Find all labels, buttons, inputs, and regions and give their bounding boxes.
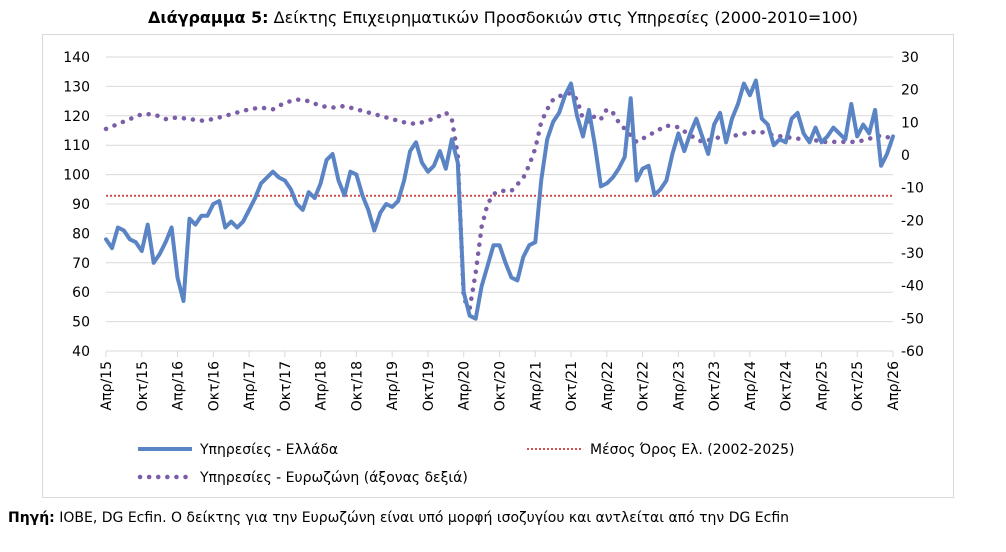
line-chart: 405060708090100110120130140-60-50-40-30-…: [63, 50, 924, 486]
x-tick-label: Οκτ/20: [493, 361, 509, 411]
chart-frame: [42, 34, 954, 498]
x-tick-label: Απρ/20: [457, 361, 473, 410]
chart-title-text: Δείκτης Επιχειρηματικών Προσδοκιών στις …: [273, 8, 859, 27]
y-left-tick-label: 110: [63, 138, 90, 154]
y-left-tick-label: 40: [72, 344, 90, 360]
x-tick-label: Οκτ/19: [421, 361, 437, 411]
y-right-tick-label: 30: [901, 50, 919, 66]
greece-series-line: [104, 78, 895, 321]
y-right-tick-label: -40: [901, 279, 924, 295]
x-tick-label: Οκτ/16: [206, 361, 222, 411]
y-right-tick-label: -20: [901, 213, 924, 229]
x-tick-label: Οκτ/18: [349, 361, 365, 411]
x-tick-label: Απρ/15: [99, 361, 115, 410]
x-tick-label: Οκτ/15: [135, 361, 151, 411]
x-tick-label: Απρ/24: [743, 361, 759, 411]
y-left-tick-label: 130: [63, 79, 90, 95]
source-label: Πηγή:: [8, 510, 55, 526]
x-tick-label: Απρ/18: [314, 361, 330, 410]
y-right-tick-label: 0: [901, 148, 910, 164]
y-right-tick-label: 20: [901, 83, 919, 99]
x-tick-label: Απρ/19: [385, 361, 401, 410]
x-tick-label: Οκτ/21: [564, 361, 580, 411]
y-left-tick-label: 120: [63, 109, 90, 125]
x-tick-label: Απρ/17: [242, 361, 258, 410]
legend-mean-label: Μέσος Όρος Ελ. (2002-2025): [590, 442, 795, 458]
chart-title-label: Διάγραμμα 5:: [147, 8, 269, 27]
legend-eurozone-label: Υπηρεσίες - Ευρωζώνη (άξονας δεξιά): [199, 470, 468, 486]
x-tick-label: Οκτ/23: [707, 361, 723, 411]
y-left-tick-label: 50: [72, 315, 90, 331]
x-tick-label: Απρ/21: [528, 361, 544, 410]
source-note: Πηγή: IOBE, DG Ecfin. Ο δείκτης για την …: [8, 510, 789, 526]
y-right-tick-label: -10: [901, 181, 924, 197]
x-tick-label: Απρ/16: [171, 361, 187, 411]
y-left-tick-label: 140: [63, 50, 90, 66]
y-right-tick-label: -50: [901, 311, 924, 327]
x-tick-label: Απρ/25: [814, 361, 830, 410]
y-left-tick-label: 90: [72, 197, 90, 213]
x-tick-label: Οκτ/25: [850, 361, 866, 411]
legend-greece-label: Υπηρεσίες - Ελλάδα: [199, 442, 338, 458]
x-tick-label: Απρ/23: [671, 361, 687, 410]
y-left-tick-label: 80: [72, 226, 90, 242]
x-tick-label: Οκτ/22: [636, 361, 652, 411]
y-right-tick-label: -30: [901, 246, 924, 262]
x-tick-label: Οκτ/24: [779, 361, 795, 411]
source-text: IOBE, DG Ecfin. Ο δείκτης για την Ευρωζώ…: [59, 510, 790, 526]
y-left-tick-label: 100: [63, 168, 90, 184]
y-right-tick-label: -60: [901, 344, 924, 360]
y-left-tick-label: 60: [72, 285, 90, 301]
y-right-tick-label: 10: [901, 115, 919, 131]
x-tick-label: Απρ/26: [886, 361, 902, 411]
x-tick-label: Οκτ/17: [278, 361, 294, 411]
eurozone-series-line: [103, 90, 896, 311]
chart-title: Διάγραμμα 5: Δείκτης Επιχειρηματικών Προ…: [0, 8, 1006, 27]
x-tick-label: Απρ/22: [600, 361, 616, 410]
y-left-tick-label: 70: [72, 256, 90, 272]
